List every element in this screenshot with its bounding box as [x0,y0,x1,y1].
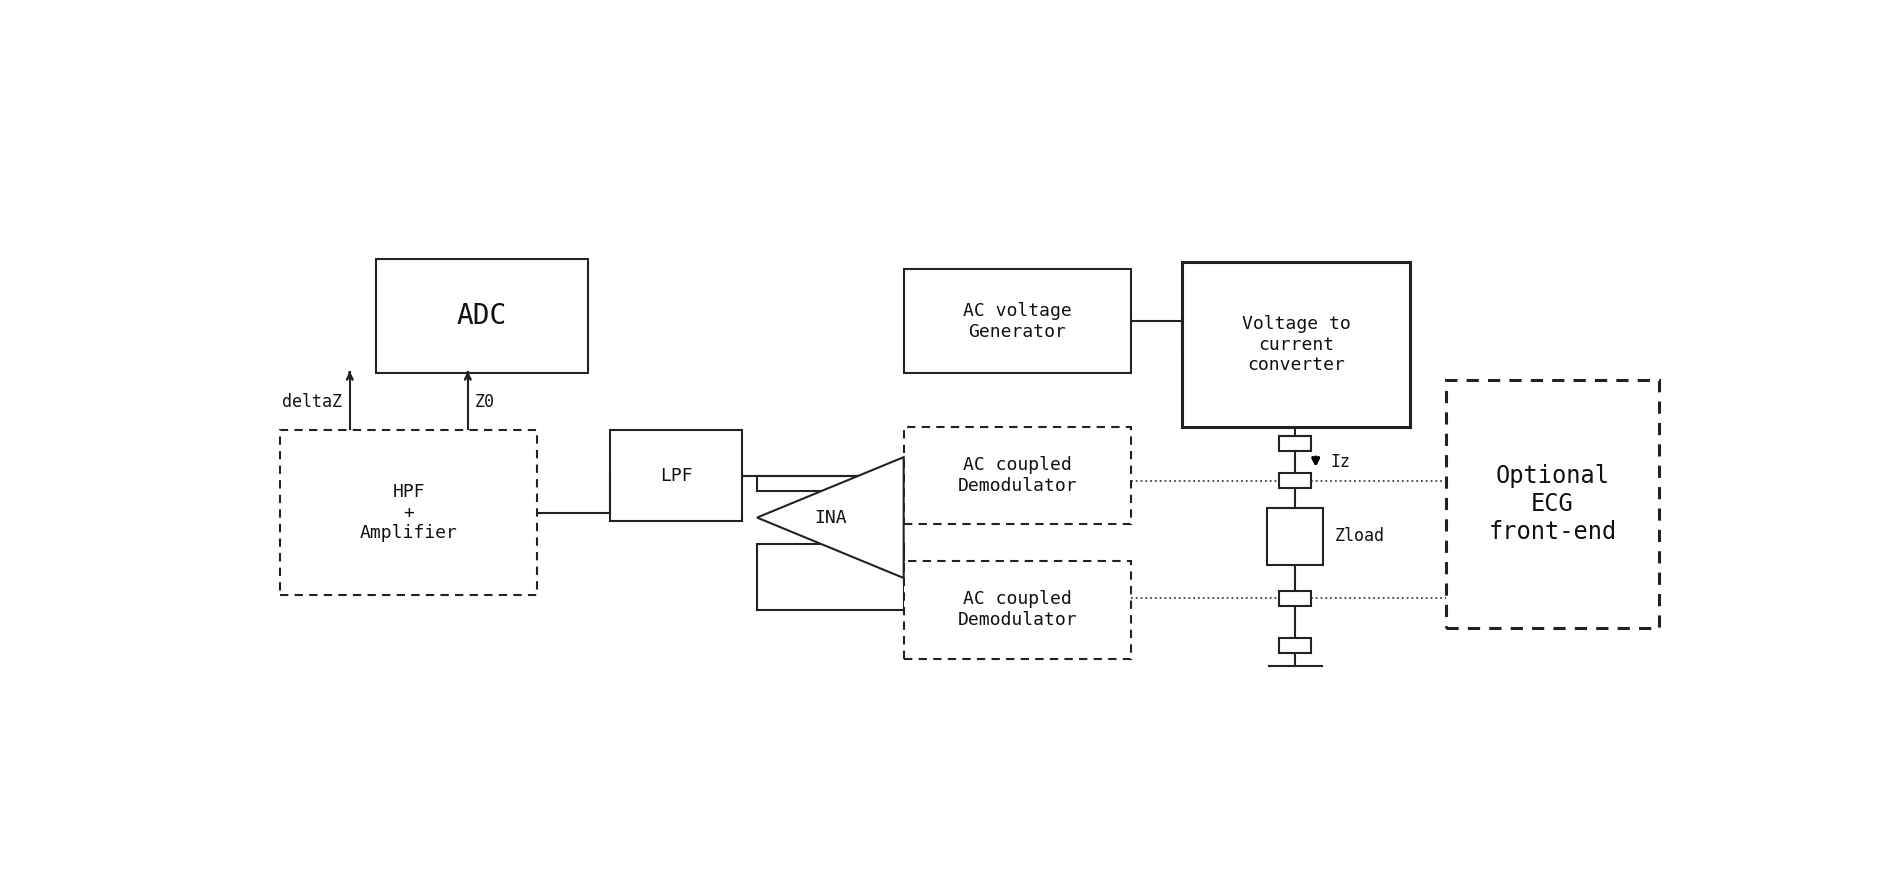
FancyBboxPatch shape [1268,508,1323,564]
Text: AC voltage
Generator: AC voltage Generator [963,302,1071,341]
Text: Optional
ECG
front-end: Optional ECG front-end [1489,465,1616,544]
FancyBboxPatch shape [1279,473,1311,488]
Text: deltaZ: deltaZ [282,392,342,411]
FancyBboxPatch shape [904,562,1131,658]
FancyBboxPatch shape [377,259,588,373]
FancyBboxPatch shape [1279,436,1311,451]
Text: LPF: LPF [660,467,692,485]
Text: Zload: Zload [1334,527,1385,545]
Text: AC coupled
Demodulator: AC coupled Demodulator [957,456,1077,495]
FancyBboxPatch shape [904,427,1131,524]
FancyBboxPatch shape [1445,380,1659,629]
Text: INA: INA [814,508,846,527]
Text: Voltage to
current
converter: Voltage to current converter [1241,315,1351,374]
Text: AC coupled
Demodulator: AC coupled Demodulator [957,590,1077,630]
Text: HPF
+
Amplifier: HPF + Amplifier [359,483,458,542]
Text: Z0: Z0 [475,392,496,411]
FancyBboxPatch shape [904,269,1131,373]
FancyBboxPatch shape [611,430,742,521]
Text: Iz: Iz [1330,453,1351,471]
Text: ADC: ADC [458,302,507,330]
FancyBboxPatch shape [1279,637,1311,652]
FancyBboxPatch shape [1182,262,1410,427]
FancyBboxPatch shape [280,430,537,595]
Polygon shape [757,457,904,578]
FancyBboxPatch shape [1279,590,1311,605]
